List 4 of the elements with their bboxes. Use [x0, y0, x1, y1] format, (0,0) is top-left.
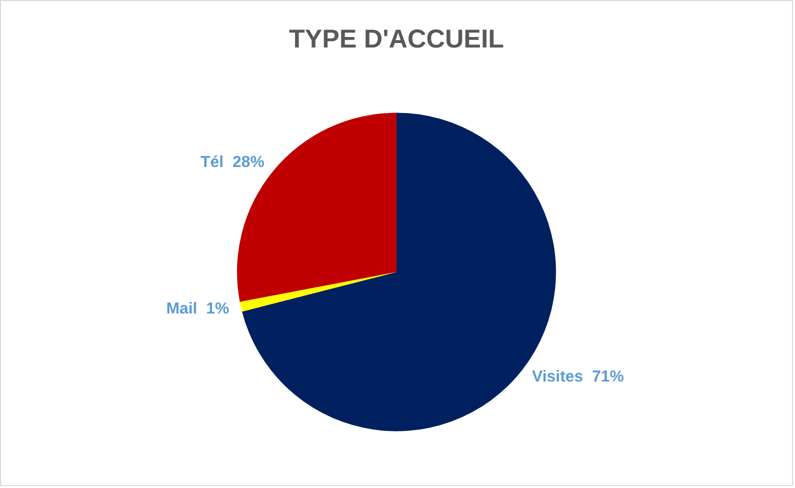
slice-label: Tél 28%	[200, 154, 264, 172]
slice-label: Visites 71%	[532, 368, 624, 386]
slice-label: Mail 1%	[166, 300, 230, 318]
chart-title: TYPE D'ACCUEIL	[288, 26, 504, 54]
